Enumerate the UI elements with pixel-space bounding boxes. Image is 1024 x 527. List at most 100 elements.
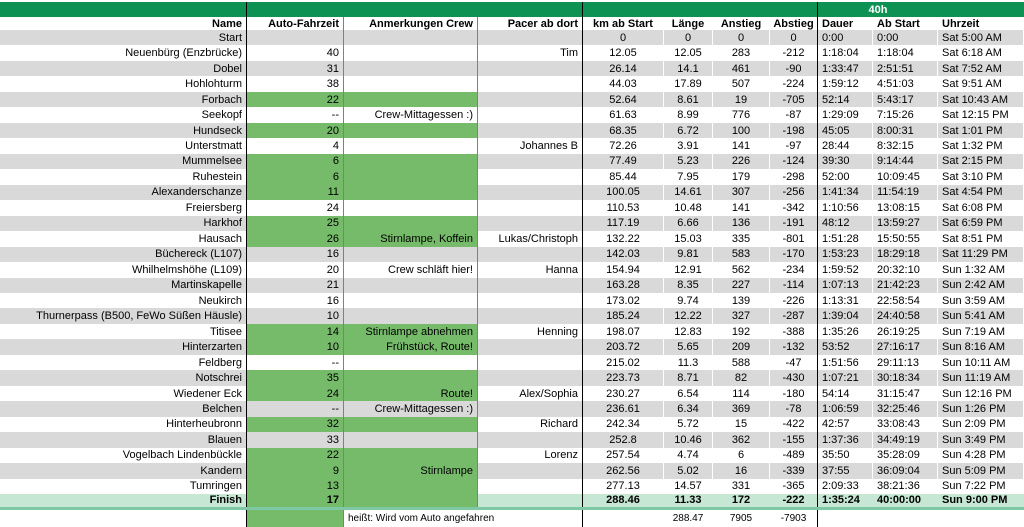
cell-total[interactable]: 24:40:58: [873, 308, 938, 324]
cell-pacer[interactable]: [478, 339, 583, 355]
cell-dur[interactable]: 2:09:33: [822, 480, 859, 493]
cell-km[interactable]: 44.03: [609, 78, 637, 91]
cell-total[interactable]: 5:43:17: [873, 91, 938, 108]
cell-auto[interactable]: 26: [247, 231, 344, 247]
cell-pacer[interactable]: [478, 91, 583, 108]
cell-auto[interactable]: 10: [247, 308, 344, 324]
cell-desc[interactable]: -298: [770, 169, 818, 185]
cell-time[interactable]: Sun 2:42 AM: [938, 277, 1024, 293]
cell-auto[interactable]: 16: [247, 246, 344, 263]
cell-asc[interactable]: 192: [731, 325, 751, 338]
cell-km[interactable]: 277.13: [606, 480, 640, 493]
cell-len[interactable]: 12.05: [674, 47, 702, 60]
cell-desc[interactable]: -365: [770, 478, 818, 495]
cell-dur[interactable]: 1:59:52: [822, 263, 859, 276]
cell-desc[interactable]: -114: [770, 277, 818, 293]
cell-crew[interactable]: [344, 432, 478, 448]
cell-time[interactable]: Sat 11:29 PM: [938, 246, 1024, 263]
cell-dur[interactable]: 1:13:31: [822, 294, 859, 307]
cell-desc[interactable]: -212: [770, 45, 818, 61]
cell-auto[interactable]: --: [247, 401, 344, 417]
cell-km[interactable]: 163.28: [583, 277, 664, 293]
cell-dur[interactable]: 1:35:26: [822, 325, 859, 338]
cell-pacer[interactable]: [478, 478, 583, 495]
cell-pacer[interactable]: Lorenz: [478, 447, 583, 464]
cell-desc[interactable]: -124: [770, 153, 818, 170]
cell-len[interactable]: 15.03: [674, 232, 702, 245]
cell-km[interactable]: 215.02: [606, 356, 640, 369]
cell-len[interactable]: 0: [664, 30, 713, 46]
cell-asc[interactable]: 583: [713, 246, 770, 263]
cell-time[interactable]: Sat 6:59 PM: [938, 215, 1024, 232]
cell-crew[interactable]: [344, 122, 478, 139]
cell-name[interactable]: Blauen: [0, 432, 247, 448]
cell-time[interactable]: Sat 12:15 PM: [942, 109, 1009, 122]
cell-name[interactable]: Hundseck: [0, 122, 247, 139]
footer-cell-km[interactable]: [583, 510, 664, 527]
cell-pacer[interactable]: [478, 292, 583, 309]
cell-asc[interactable]: 227: [713, 277, 770, 293]
cell-crew[interactable]: Stirnlampe abnehmen: [344, 323, 478, 340]
cell-time[interactable]: Sat 9:51 AM: [942, 78, 1002, 91]
cell-auto[interactable]: 40: [247, 45, 344, 61]
cell-len[interactable]: 5.72: [677, 418, 699, 431]
cell-dur[interactable]: 1:07:21: [818, 370, 873, 386]
cell-dur[interactable]: 39:30: [818, 153, 873, 170]
cell-pacer[interactable]: [478, 370, 583, 386]
cell-crew[interactable]: [344, 45, 478, 61]
cell-km[interactable]: 0: [583, 30, 664, 46]
cell-name[interactable]: Seekopf: [0, 107, 247, 123]
cell-asc[interactable]: 776: [731, 109, 751, 122]
cell-dur[interactable]: 37:55: [818, 463, 873, 479]
cell-len[interactable]: 6.72: [664, 122, 713, 139]
cell-total[interactable]: 22:58:54: [877, 294, 920, 307]
cell-total[interactable]: 20:32:10: [877, 263, 920, 276]
cell-name[interactable]: Wiedener Eck: [0, 385, 247, 402]
cell-km[interactable]: 72.26: [609, 140, 637, 153]
cell-name[interactable]: Unterstmatt: [0, 138, 247, 154]
cell-name[interactable]: Finish: [0, 494, 247, 507]
cell-total[interactable]: 15:50:55: [877, 232, 920, 245]
cell-auto[interactable]: 20: [247, 262, 344, 278]
cell-pacer[interactable]: Alex/Sophia: [478, 385, 583, 402]
cell-pacer[interactable]: [478, 215, 583, 232]
cell-pacer[interactable]: [478, 277, 583, 293]
cell-len[interactable]: 14.1: [664, 60, 713, 77]
cell-asc[interactable]: 136: [713, 215, 770, 232]
cell-crew[interactable]: [344, 308, 478, 324]
cell-auto[interactable]: 31: [247, 60, 344, 77]
cell-total[interactable]: 27:16:17: [873, 339, 938, 355]
cell-auto[interactable]: --: [247, 354, 344, 371]
cell-name[interactable]: Forbach: [0, 91, 247, 108]
cell-asc[interactable]: 141: [731, 140, 751, 153]
cell-desc[interactable]: -234: [770, 262, 818, 278]
cell-km[interactable]: 142.03: [583, 246, 664, 263]
cell-asc[interactable]: 369: [713, 401, 770, 417]
cell-km[interactable]: 223.73: [583, 370, 664, 386]
cell-dur[interactable]: 1:39:04: [818, 308, 873, 324]
cell-desc[interactable]: -422: [770, 416, 818, 433]
cell-desc[interactable]: -132: [770, 339, 818, 355]
cell-len[interactable]: 8.35: [664, 277, 713, 293]
cell-km[interactable]: 61.63: [609, 109, 637, 122]
cell-asc[interactable]: 82: [713, 370, 770, 386]
cell-pacer[interactable]: [478, 184, 583, 201]
cell-crew[interactable]: [344, 184, 478, 201]
cell-auto[interactable]: 6: [247, 153, 344, 170]
footer-legend-text[interactable]: heißt: Wird vom Auto angefahren: [344, 510, 583, 527]
cell-name[interactable]: Hohlohturm: [0, 76, 247, 92]
cell-name[interactable]: Hinterzarten: [0, 339, 247, 355]
cell-total[interactable]: 7:15:26: [877, 109, 914, 122]
cell-len[interactable]: 9.74: [677, 294, 699, 307]
cell-pacer[interactable]: [478, 354, 583, 371]
cell-pacer[interactable]: [478, 169, 583, 185]
cell-km[interactable]: 77.49: [583, 153, 664, 170]
cell-km[interactable]: 12.05: [609, 47, 637, 60]
cell-km[interactable]: 132.22: [606, 232, 640, 245]
cell-total[interactable]: 4:51:03: [877, 78, 914, 91]
footer-cell-abstart[interactable]: [873, 510, 938, 527]
cell-pacer[interactable]: Hanna: [478, 262, 583, 278]
cell-desc[interactable]: -90: [770, 60, 818, 77]
cell-auto[interactable]: 16: [247, 292, 344, 309]
cell-name[interactable]: Alexanderschanze: [0, 184, 247, 201]
